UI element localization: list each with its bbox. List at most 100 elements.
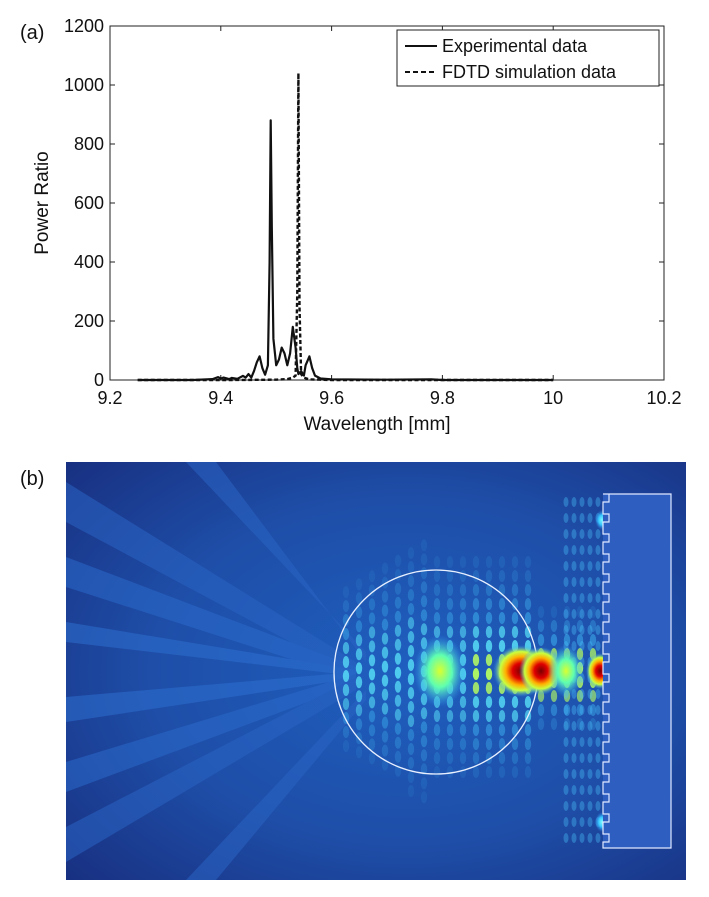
fringe-spot — [511, 570, 519, 582]
fringe-spot — [381, 730, 389, 743]
x-axis-label: Wavelength [mm] — [303, 414, 450, 435]
x-tick-label: 9.2 — [97, 388, 122, 408]
fringe-spot — [472, 640, 480, 652]
fringe-spot — [571, 737, 577, 747]
fringe-spot — [420, 749, 428, 762]
fringe-spot — [498, 556, 506, 568]
fringe-spot — [459, 640, 467, 652]
fringe-spot — [563, 801, 569, 811]
fringe-spot — [485, 766, 493, 778]
fringe-spot — [511, 738, 519, 750]
fringe-spot — [563, 721, 569, 731]
fringe-spot — [472, 682, 480, 694]
fringe-spot — [433, 584, 441, 596]
fringe-spot — [407, 603, 415, 615]
fringe-spot — [342, 586, 350, 598]
fringe-spot — [394, 596, 402, 609]
fringe-spot — [595, 689, 601, 699]
fringe-spot — [595, 545, 601, 555]
y-tick-label: 600 — [74, 193, 104, 213]
fringe-spot — [579, 625, 585, 635]
fringe-spot — [524, 584, 532, 596]
fringe-spot — [563, 704, 571, 716]
fringe-spot — [498, 766, 506, 778]
fringe-spot — [342, 614, 350, 626]
fringe-spot — [342, 670, 350, 682]
fringe-spot — [368, 626, 376, 639]
fringe-spot — [394, 624, 402, 637]
fringe-spot — [587, 785, 593, 795]
fringe-spot — [595, 833, 601, 843]
fringe-spot — [511, 612, 519, 624]
fringe-spot — [595, 769, 601, 779]
fringe-spot — [563, 817, 569, 827]
fringe-spot — [587, 721, 593, 731]
fringe-spot — [485, 738, 493, 750]
fringe-spot — [394, 680, 402, 693]
fringe-spot — [381, 646, 389, 659]
y-tick-label: 400 — [74, 252, 104, 272]
fringe-spot — [587, 833, 593, 843]
fringe-spot — [563, 753, 569, 763]
x-tick-label: 9.6 — [319, 388, 344, 408]
fringe-spot — [433, 738, 441, 750]
y-tick-label: 1000 — [64, 75, 104, 95]
fringe-spot — [381, 674, 389, 687]
fringe-spot — [355, 592, 363, 605]
fringe-spot — [407, 743, 415, 755]
fringe-spot — [342, 740, 350, 752]
diverging-beams — [66, 462, 366, 880]
fringe-spot — [407, 771, 415, 783]
fringe-spot — [433, 724, 441, 736]
fringe-spot — [368, 696, 376, 709]
fringe-spot — [576, 718, 584, 730]
fringe-spot — [459, 598, 467, 610]
fringe-spot — [550, 606, 558, 618]
fringe-spot — [407, 631, 415, 643]
fringe-spot — [595, 529, 601, 539]
fringe-spot — [355, 718, 363, 731]
series-line-experimental — [137, 119, 554, 382]
fringe-spot — [576, 634, 584, 646]
fringe-spot — [579, 769, 585, 779]
x-tick-label: 10.2 — [646, 388, 681, 408]
fringe-spot — [511, 626, 519, 638]
fringe-spot — [485, 724, 493, 736]
fringe-spot — [472, 654, 480, 666]
fringe-spot — [571, 801, 577, 811]
fringe-spot — [579, 817, 585, 827]
fringe-spot — [368, 752, 376, 765]
fringe-spot — [579, 529, 585, 539]
fringe-spot — [524, 626, 532, 638]
fringe-spot — [485, 640, 493, 652]
fringe-spot — [394, 736, 402, 749]
fringe-spot — [595, 641, 601, 651]
fringe-spot — [579, 801, 585, 811]
fringe-spot — [571, 561, 577, 571]
fringe-spot — [472, 752, 480, 764]
fringe-spot — [563, 620, 571, 632]
fringe-spot — [587, 529, 593, 539]
fringe-spot — [446, 752, 454, 764]
fringe-spot — [571, 545, 577, 555]
fringe-spot — [595, 609, 601, 619]
fringe-spot — [368, 724, 376, 737]
x-tick-label: 10 — [543, 388, 563, 408]
fringe-spot — [472, 584, 480, 596]
fringe-spot — [579, 545, 585, 555]
fringe-spot — [589, 620, 597, 632]
fringe-spot — [485, 570, 493, 582]
fringe-spot — [587, 609, 593, 619]
fringe-spot — [595, 561, 601, 571]
fringe-spot — [407, 687, 415, 699]
fringe-spot — [485, 752, 493, 764]
fringe-spot — [381, 632, 389, 645]
fringe-spot — [571, 833, 577, 843]
fringe-spot — [571, 529, 577, 539]
power-ratio-chart: 9.2 9.4 9.6 9.8 10 10.2 0 200 400 600 800 1000 1200 W… — [32, 16, 682, 435]
fringe-spot — [550, 620, 558, 632]
fringe-spot — [524, 598, 532, 610]
fringe-spot — [537, 704, 545, 716]
fringe-spot — [595, 577, 601, 587]
fringe-spot — [589, 704, 597, 716]
